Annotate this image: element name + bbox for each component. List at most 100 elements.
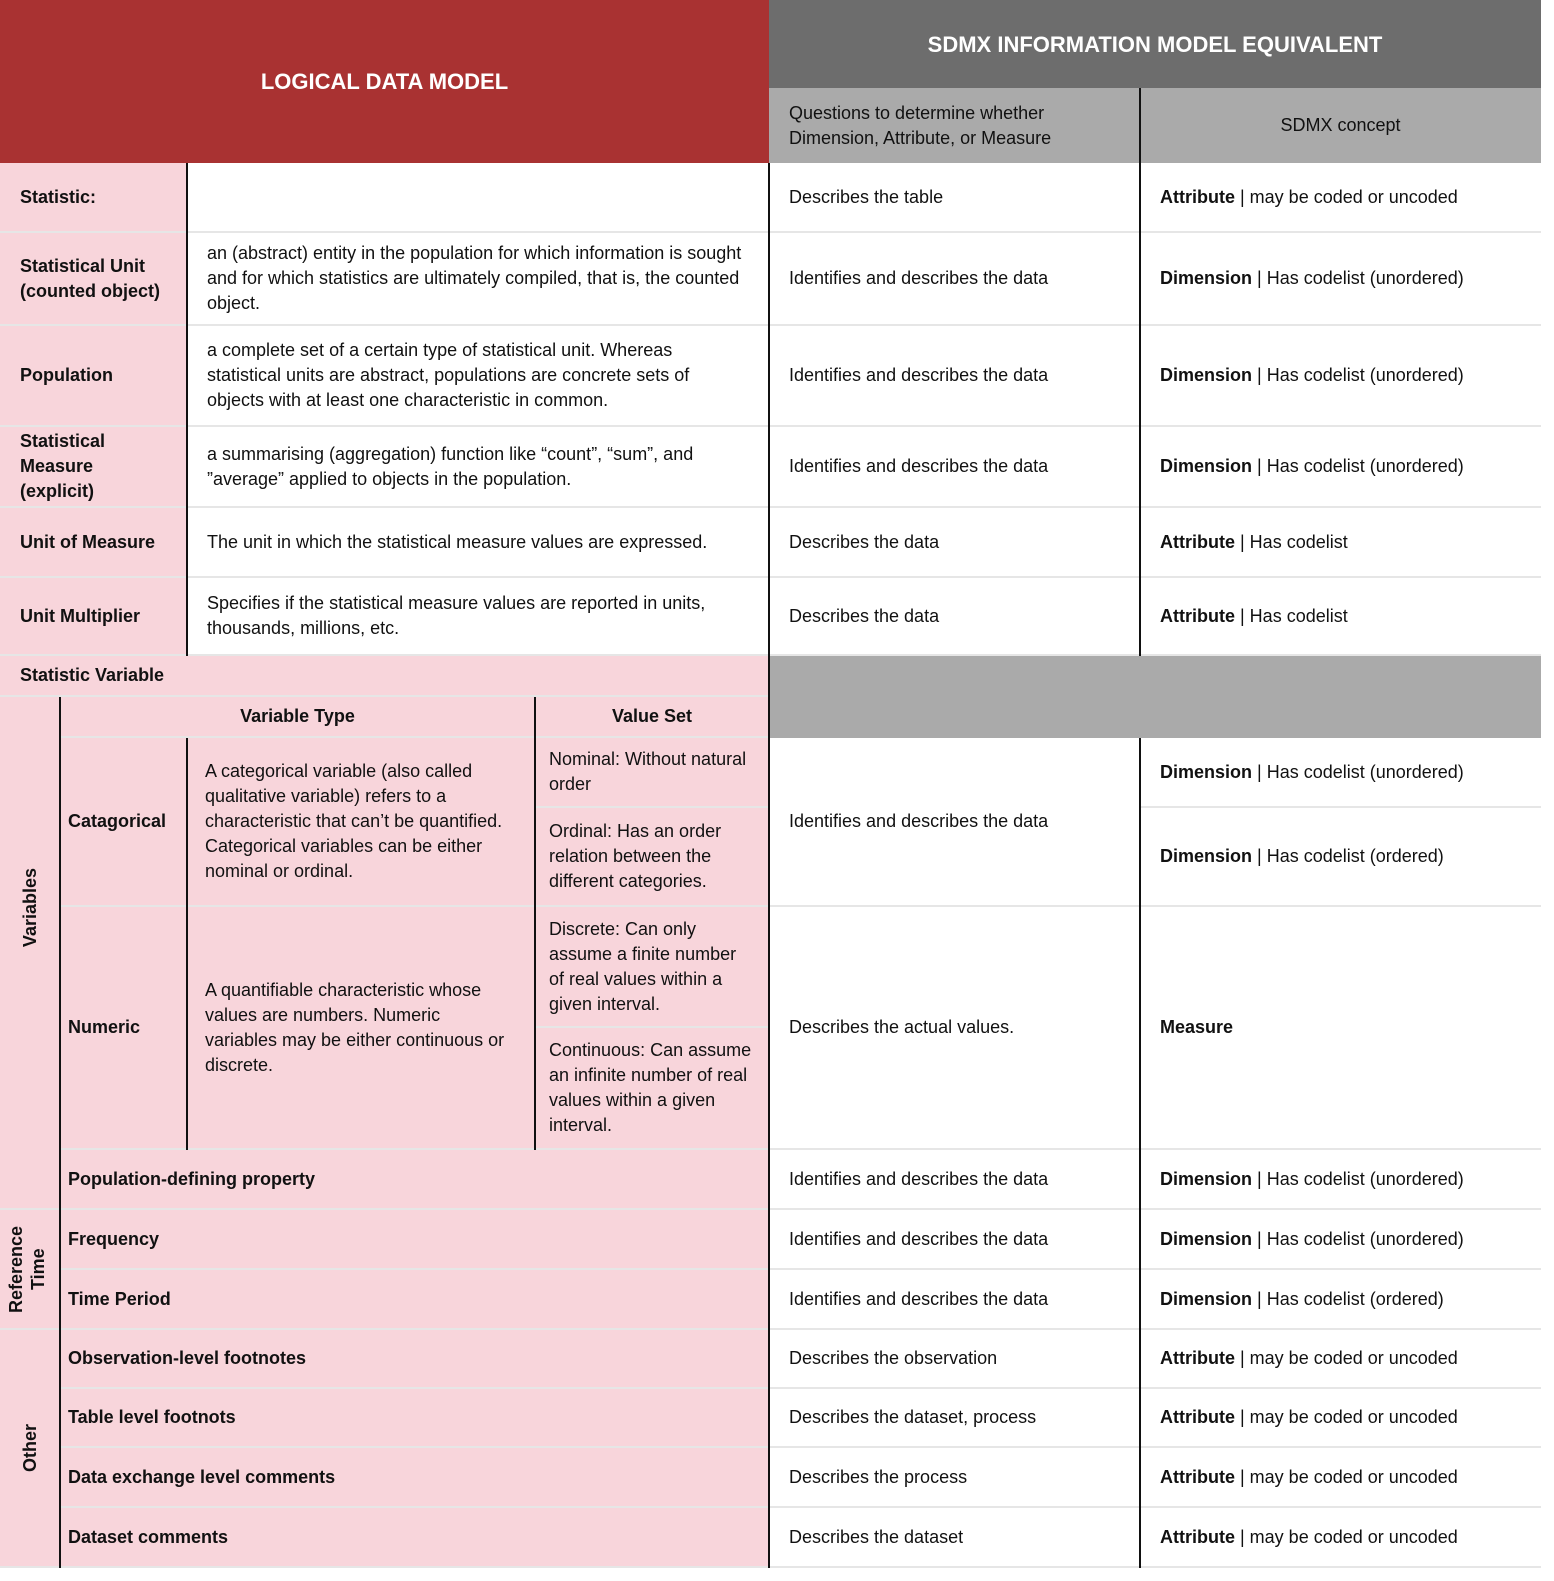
- row-concept: Attribute | may be coded or uncoded: [1140, 1448, 1541, 1508]
- statistic-variable-band: [769, 656, 1541, 738]
- variables-group-label: Variables: [20, 867, 40, 948]
- variable-type-header: Variable Type: [60, 697, 535, 738]
- concept-type: Attribute: [1160, 1407, 1235, 1427]
- concept-type: Dimension: [1160, 1168, 1253, 1189]
- row-label: Statistical Unit (counted object): [0, 233, 187, 326]
- concept-detail: | may be coded or uncoded: [1235, 1526, 1458, 1547]
- row-description: a summarising (aggregation) function lik…: [187, 427, 769, 508]
- concept-type: Attribute: [1160, 1466, 1235, 1487]
- row-question: Describes the dataset, process: [769, 1389, 1140, 1448]
- row-concept: Attribute | Has codelist: [1140, 578, 1541, 656]
- sdmx-header: SDMX INFORMATION MODEL EQUIVALENT: [769, 0, 1541, 88]
- row-concept: Dimension | Has codelist (unordered): [1140, 1210, 1541, 1270]
- value-nominal: Nominal: Without natural order: [535, 738, 769, 808]
- row-question: Describes the process: [769, 1448, 1140, 1508]
- row-question: Describes the dataset: [769, 1508, 1140, 1568]
- reference-time-label: Reference Time: [6, 1225, 48, 1313]
- numeric-description: A quantifiable characteristic whose valu…: [187, 907, 535, 1150]
- row-question: Describes the table: [769, 163, 1140, 233]
- concept-detail: | Has codelist: [1235, 531, 1348, 552]
- value-set-header: Value Set: [535, 697, 769, 738]
- row-label: Population: [0, 326, 187, 427]
- statistic-variable-label: Statistic Variable: [0, 656, 769, 697]
- divider: [186, 163, 188, 656]
- concept-detail: | Has codelist (unordered): [1252, 1228, 1464, 1249]
- row-label: Statistic:: [0, 163, 187, 233]
- row-label: Unit Multiplier: [0, 578, 187, 656]
- row-label: Population-defining property: [60, 1150, 769, 1210]
- divider: [59, 697, 61, 1568]
- divider: [186, 738, 188, 1150]
- row-description: The unit in which the statistical measur…: [187, 508, 769, 578]
- concept-type: Attribute: [1160, 186, 1235, 207]
- variables-group: Variables: [0, 697, 60, 1210]
- row-description: [187, 163, 769, 233]
- concept-type: Dimension: [1160, 761, 1253, 782]
- row-question: Identifies and describes the data: [769, 1150, 1140, 1210]
- concept-unordered: Dimension | Has codelist (unordered): [1140, 738, 1541, 808]
- row-concept: Dimension | Has codelist (unordered): [1140, 1150, 1541, 1210]
- concept-detail: | may be coded or uncoded: [1235, 1407, 1458, 1427]
- row-label: Data exchange level comments: [60, 1448, 769, 1508]
- concept-detail: | Has codelist (unordered): [1252, 761, 1464, 782]
- concept-detail: | Has codelist (unordered): [1252, 1168, 1464, 1189]
- numeric-question: Describes the actual values.: [769, 907, 1140, 1150]
- concept-detail: | Has codelist (unordered): [1252, 268, 1464, 288]
- row-label: Statistical Measure (explicit): [0, 427, 187, 508]
- concept-type: Dimension: [1160, 846, 1253, 866]
- reference-time-group: Reference Time: [0, 1210, 60, 1330]
- row-label: Observation-level footnotes: [60, 1330, 769, 1389]
- row-question: Identifies and describes the data: [769, 326, 1140, 427]
- numeric-label: Numeric: [60, 907, 187, 1150]
- row-description: Specifies if the statistical measure val…: [187, 578, 769, 656]
- row-concept: Attribute | may be coded or uncoded: [1140, 1508, 1541, 1568]
- row-question: Describes the data: [769, 578, 1140, 656]
- divider: [1139, 88, 1141, 656]
- concept-type: Dimension: [1160, 268, 1253, 288]
- measure-concept: Measure: [1140, 907, 1541, 1150]
- row-concept: Dimension | Has codelist (unordered): [1140, 233, 1541, 326]
- concept-detail: | Has codelist (unordered): [1252, 365, 1464, 385]
- concept-detail: | may be coded or uncoded: [1235, 1466, 1458, 1487]
- value-discrete: Discrete: Can only assume a finite numbe…: [535, 907, 769, 1028]
- row-question: Describes the data: [769, 508, 1140, 578]
- concept-detail: | may be coded or uncoded: [1235, 1348, 1458, 1368]
- concept-detail: | Has codelist: [1235, 605, 1348, 626]
- concept-detail: | Has codelist (ordered): [1252, 846, 1444, 866]
- divider: [534, 697, 536, 1150]
- row-label: Time Period: [60, 1270, 769, 1330]
- categorical-label: Catagorical: [60, 738, 187, 907]
- other-label: Other: [20, 1423, 40, 1472]
- concept-type: Attribute: [1160, 1526, 1235, 1547]
- concept-type: Dimension: [1160, 1228, 1253, 1249]
- concept-ordered: Dimension | Has codelist (ordered): [1140, 808, 1541, 907]
- value-ordinal: Ordinal: Has an order relation between t…: [535, 808, 769, 907]
- concept-type: Attribute: [1160, 531, 1235, 552]
- concept-type: Attribute: [1160, 605, 1235, 626]
- row-concept: Dimension | Has codelist (unordered): [1140, 427, 1541, 508]
- sdmx-concept-header: SDMX concept: [1140, 88, 1541, 163]
- row-concept: Attribute | may be coded or uncoded: [1140, 163, 1541, 233]
- concept-type: Attribute: [1160, 1348, 1235, 1368]
- row-concept: Dimension | Has codelist (ordered): [1140, 1270, 1541, 1330]
- concept-detail: | Has codelist (ordered): [1252, 1288, 1444, 1309]
- concept-type: Dimension: [1160, 1288, 1253, 1309]
- row-question: Identifies and describes the data: [769, 1270, 1140, 1330]
- row-question: Identifies and describes the data: [769, 1210, 1140, 1270]
- questions-header: Questions to determine whether Dimension…: [769, 88, 1140, 163]
- row-concept: Attribute | may be coded or uncoded: [1140, 1389, 1541, 1448]
- value-continuous: Continuous: Can assume an infinite numbe…: [535, 1028, 769, 1150]
- other-group: Other: [0, 1330, 60, 1568]
- categorical-description: A categorical variable (also called qual…: [187, 738, 535, 907]
- row-concept: Dimension | Has codelist (unordered): [1140, 326, 1541, 427]
- row-question: Identifies and describes the data: [769, 427, 1140, 508]
- row-concept: Attribute | may be coded or uncoded: [1140, 1330, 1541, 1389]
- concept-type: Dimension: [1160, 456, 1253, 476]
- row-label: Dataset comments: [60, 1508, 769, 1568]
- row-question: Identifies and describes the data: [769, 233, 1140, 326]
- concept-type: Dimension: [1160, 365, 1253, 385]
- divider: [1139, 738, 1141, 1568]
- row-question: Describes the observation: [769, 1330, 1140, 1389]
- row-label: Table level footnots: [60, 1389, 769, 1448]
